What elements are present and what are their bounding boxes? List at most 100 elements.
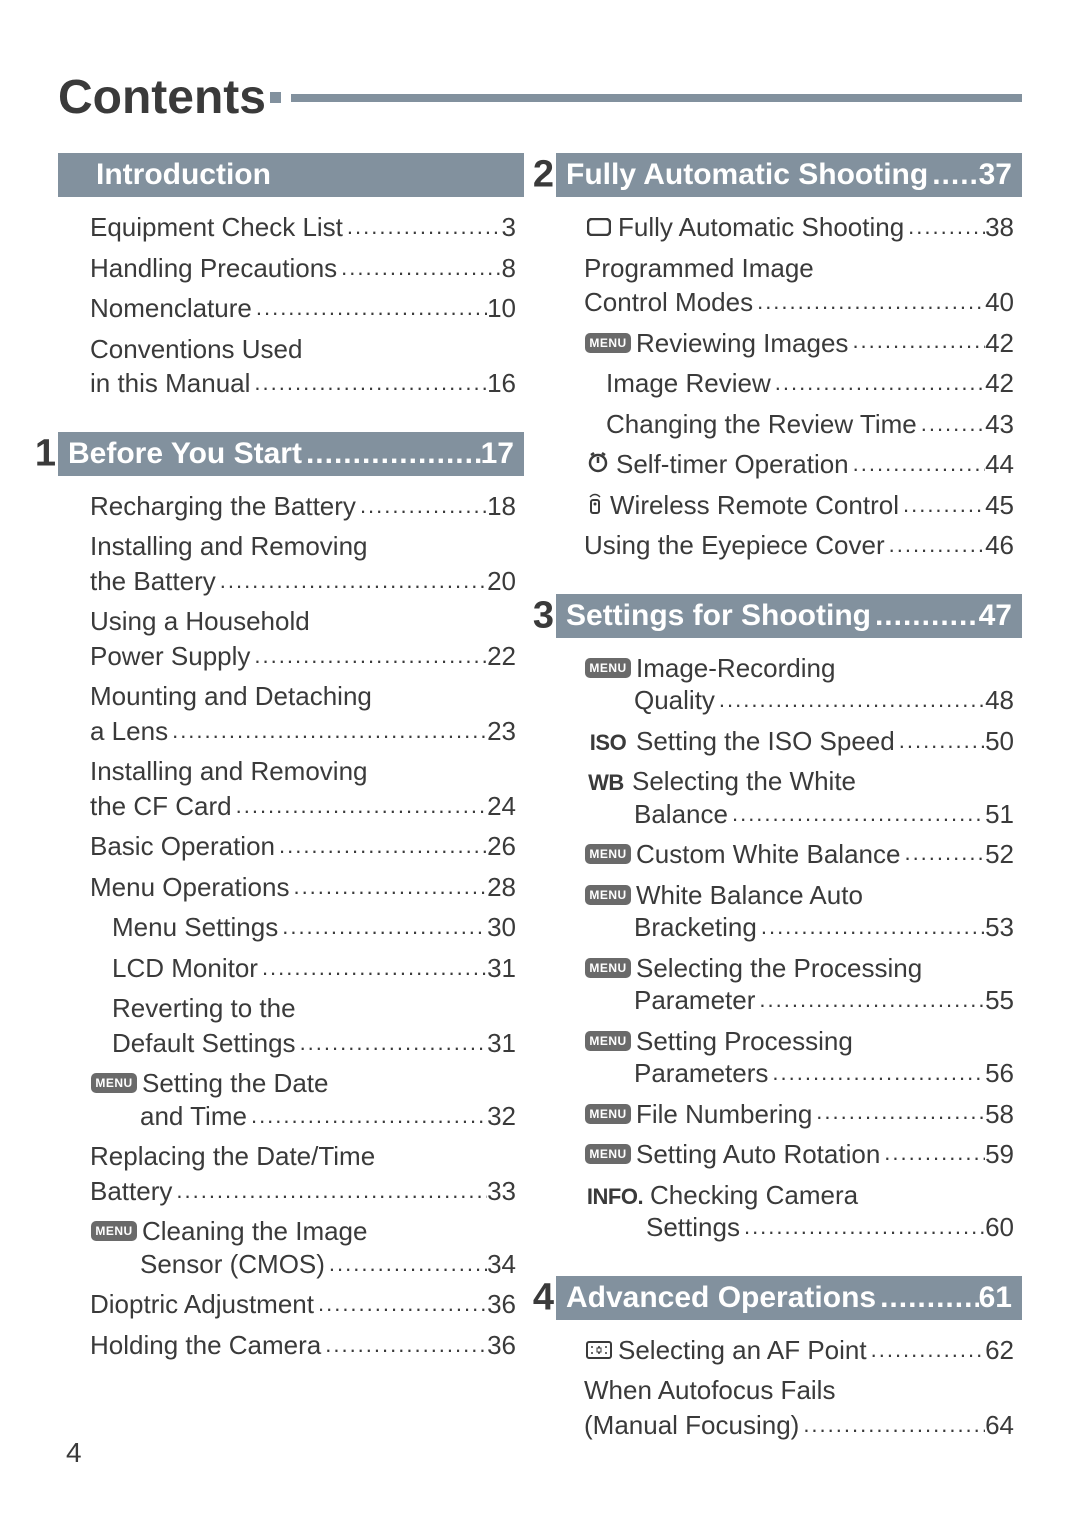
- toc-entry: Parameter: [634, 984, 755, 1017]
- section-header-before-you-start: 1 Before You Start .....................…: [58, 432, 524, 476]
- toc-entry-line: Installing and Removing: [90, 530, 516, 563]
- leader-dots: ........................................…: [904, 213, 985, 241]
- toc-entry: Equipment Check List: [90, 211, 343, 244]
- toc-page: 24: [487, 790, 516, 823]
- title-marker: [270, 92, 281, 103]
- toc-entry-line: Mounting and Detaching: [90, 680, 516, 713]
- menu-badge-icon: MENU: [90, 1073, 138, 1093]
- toc-entry: Using the Eyepiece Cover: [584, 529, 885, 562]
- menu-badge-icon: MENU: [584, 658, 632, 678]
- leader-dots: ........................................…: [799, 1411, 985, 1439]
- toc-entry: Image-Recording: [636, 652, 835, 685]
- section-page: 47: [979, 599, 1012, 633]
- menu-badge-icon: MENU: [584, 844, 632, 864]
- toc-page: 56: [985, 1057, 1014, 1090]
- toc-entry: Checking Camera: [650, 1179, 858, 1212]
- leader-dots: ........................................…: [849, 450, 985, 478]
- toc-entry: Custom White Balance: [636, 838, 900, 871]
- section-number: 1: [30, 432, 56, 475]
- menu-badge-icon: MENU: [584, 1144, 632, 1164]
- leader-dots: ........................................…: [740, 1213, 985, 1241]
- leader-dots: ........................................…: [755, 986, 985, 1014]
- toc-entry: Self-timer Operation: [616, 448, 849, 481]
- toc-page: 10: [487, 292, 516, 325]
- leader-dots: ........................................…: [258, 954, 487, 982]
- toc-entry: Settings: [646, 1211, 740, 1244]
- leader-dots: ........................................…: [715, 686, 985, 714]
- before-entries: Recharging the Battery .................…: [58, 490, 524, 1362]
- leader-dots: ........................................…: [768, 1059, 985, 1087]
- toc-entry: Recharging the Battery: [90, 490, 356, 523]
- leader-dots: ........................................…: [871, 599, 979, 633]
- toc-page: 52: [985, 838, 1014, 871]
- toc-page: 26: [487, 830, 516, 863]
- toc-page: 31: [487, 1027, 516, 1060]
- toc-entry-line: When Autofocus Fails: [584, 1374, 1014, 1407]
- leader-dots: ........................................…: [771, 369, 985, 397]
- toc-entry: Handling Precautions: [90, 252, 337, 285]
- leader-dots: ........................................…: [343, 213, 502, 241]
- toc-entry: Sensor (CMOS): [140, 1248, 325, 1281]
- toc-entry: Reviewing Images: [636, 327, 848, 360]
- af-point-icon: [584, 1341, 614, 1359]
- toc-page: 46: [985, 529, 1014, 562]
- toc-page: 36: [487, 1288, 516, 1321]
- toc-page: 8: [502, 252, 516, 285]
- section-number: 2: [528, 154, 554, 197]
- toc-entry: the Battery: [90, 565, 216, 598]
- section-label: Advanced Operations: [566, 1281, 876, 1315]
- section-label: Before You Start: [68, 437, 302, 471]
- leader-dots: ........................................…: [296, 1029, 488, 1057]
- toc-entry: the CF Card: [90, 790, 232, 823]
- toc-page: 38: [985, 211, 1014, 244]
- toc-page: 48: [985, 684, 1014, 717]
- contents-header: Contents: [58, 70, 1022, 125]
- leader-dots: ........................................…: [252, 294, 487, 322]
- leader-dots: ........................................…: [250, 369, 487, 397]
- leader-dots: ........................................…: [314, 1290, 487, 1318]
- toc-entry: Parameters: [634, 1057, 768, 1090]
- menu-badge-icon: MENU: [584, 1104, 632, 1124]
- leader-dots: ........................................…: [917, 410, 985, 438]
- section-header-advanced: 4 Advanced Operations ..................…: [556, 1276, 1022, 1320]
- toc-entry-line: Reverting to the: [90, 992, 516, 1025]
- section-page: 61: [979, 1281, 1012, 1315]
- toc-entry: in this Manual: [90, 367, 250, 400]
- leader-dots: ........................................…: [757, 913, 985, 941]
- menu-badge-icon: MENU: [90, 1221, 138, 1241]
- toc-entry: Balance: [634, 798, 728, 831]
- toc-entry: Bracketing: [634, 911, 757, 944]
- toc-page: 62: [985, 1334, 1014, 1367]
- toc-page: 18: [487, 490, 516, 523]
- self-timer-icon: [584, 451, 612, 473]
- toc-entry: a Lens: [90, 715, 168, 748]
- toc-entry: Setting Auto Rotation: [636, 1138, 880, 1171]
- leader-dots: ........................................…: [928, 158, 978, 192]
- toc-page: 51: [985, 798, 1014, 831]
- toc-entry-line: Programmed Image: [584, 252, 1014, 285]
- toc-entry: Cleaning the Image: [142, 1215, 367, 1248]
- leader-dots: ........................................…: [168, 717, 487, 745]
- wb-icon: WB: [584, 769, 628, 797]
- toc-entry: Selecting the White: [632, 765, 856, 798]
- toc-entry: White Balance Auto: [636, 879, 863, 912]
- toc-entry: Holding the Camera: [90, 1329, 321, 1362]
- toc-page: 58: [985, 1098, 1014, 1131]
- toc-entry: Menu Operations: [90, 871, 289, 904]
- toc-page: 53: [985, 911, 1014, 944]
- toc-page: 22: [487, 640, 516, 673]
- section-header-settings: 3 Settings for Shooting ................…: [556, 594, 1022, 638]
- toc-page: 23: [487, 715, 516, 748]
- toc-page: 31: [487, 952, 516, 985]
- leader-dots: ........................................…: [302, 437, 481, 471]
- leader-dots: ........................................…: [753, 288, 985, 316]
- toc-page: 45: [985, 489, 1014, 522]
- toc-page: 3: [502, 211, 516, 244]
- toc-page: 33: [487, 1175, 516, 1208]
- toc-page: 43: [985, 408, 1014, 441]
- toc-entry: Setting Processing: [636, 1025, 853, 1058]
- toc-page: 32: [487, 1100, 516, 1133]
- page-number: 4: [66, 1437, 82, 1469]
- title-rule: [291, 94, 1022, 102]
- toc-entry: Image Review: [606, 367, 771, 400]
